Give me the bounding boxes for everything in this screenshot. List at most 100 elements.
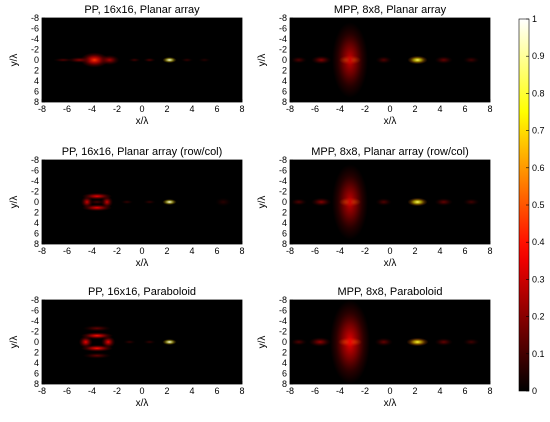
y-tick-label: -2 [279, 45, 287, 55]
intensity-spot [123, 339, 136, 345]
x-tick-label: 4 [189, 246, 194, 256]
y-tick-label: -2 [31, 187, 39, 197]
y-tick-label: 0 [34, 197, 39, 207]
y-tick-label: 2 [282, 208, 287, 218]
x-tick-label: -4 [88, 246, 96, 256]
intensity-spot [463, 56, 480, 64]
y-tick-label: -6 [279, 166, 287, 176]
intensity-spot [311, 197, 332, 207]
intensity-spot [374, 337, 393, 347]
intensity-spot [121, 199, 133, 205]
intensity-spot [143, 339, 156, 345]
y-tick-label: 6 [34, 229, 39, 239]
intensity-spot [83, 325, 111, 332]
y-tick-label: 6 [282, 87, 287, 97]
x-tick-label: -6 [63, 386, 71, 396]
y-tick-label: 4 [282, 358, 287, 368]
x-tick-label: 0 [387, 104, 392, 114]
intensity-spot [143, 199, 156, 205]
colorbar: 0 0.1 0.2 0.3 0.4 0.5 0.6 0.7 0.8 0.9 1 [518, 14, 545, 396]
intensity-spot [375, 198, 392, 206]
y-tick-label: 4 [282, 76, 287, 86]
plot-background [42, 160, 242, 244]
intensity-spot [434, 338, 453, 346]
intensity-spot [463, 338, 480, 346]
intensity-spot [128, 57, 141, 63]
y-tick-label: 6 [34, 369, 39, 379]
intensity-spot [89, 199, 105, 205]
intensity-spot [434, 198, 453, 206]
colorbar-tick-label: 1 [532, 14, 537, 24]
x-tick-label: 6 [462, 386, 467, 396]
x-tick-label: 6 [214, 246, 219, 256]
intensity-spot [78, 336, 93, 348]
x-axis-label: x/λ [136, 398, 149, 409]
x-tick-label: 2 [412, 104, 417, 114]
y-tick-label: -4 [31, 34, 39, 44]
panel-title: MPP, 8x8, Paraboloid [338, 286, 443, 298]
y-tick-label: 0 [282, 337, 287, 347]
y-tick-label: -8 [279, 155, 287, 165]
x-tick-label: 4 [437, 386, 442, 396]
intensity-spot [375, 56, 392, 64]
x-tick-label: 2 [164, 246, 169, 256]
x-tick-label: -2 [113, 386, 121, 396]
intensity-spot [332, 164, 368, 240]
colorbar-tick-label: 0.4 [532, 237, 545, 247]
x-tick-label: 8 [239, 246, 244, 256]
y-tick-label: -6 [31, 166, 39, 176]
x-tick-label: 6 [214, 104, 219, 114]
intensity-spot [143, 57, 156, 63]
x-tick-label: 4 [437, 246, 442, 256]
colorbar-tick-label: 0.6 [532, 163, 545, 173]
y-tick-label: 8 [282, 379, 287, 389]
y-tick-label: 2 [34, 348, 39, 358]
colorbar-tick-label: 0.9 [532, 51, 545, 61]
y-tick-label: 2 [34, 66, 39, 76]
x-tick-label: 2 [164, 104, 169, 114]
x-tick-label: -2 [361, 386, 369, 396]
x-tick-label: -6 [63, 246, 71, 256]
panel-title: MPP, 8x8, Planar array [334, 4, 447, 16]
y-tick-label: 6 [34, 87, 39, 97]
x-tick-label: 4 [189, 386, 194, 396]
intensity-spot [215, 197, 232, 207]
intensity-spot [290, 198, 307, 206]
x-tick-label: -4 [336, 246, 344, 256]
y-tick-label: -6 [31, 24, 39, 34]
y-tick-label: 0 [34, 337, 39, 347]
x-tick-label: -6 [311, 104, 319, 114]
intensity-spot [162, 57, 177, 63]
y-tick-label: -2 [31, 327, 39, 337]
intensity-spot [67, 57, 92, 63]
colorbar-tick-label: 0.3 [532, 274, 545, 284]
x-tick-label: -2 [113, 104, 121, 114]
x-tick-label: 2 [412, 246, 417, 256]
y-tick-label: 6 [282, 229, 287, 239]
intensity-spot [81, 196, 93, 208]
x-tick-label: 0 [387, 386, 392, 396]
y-tick-label: -8 [279, 295, 287, 305]
intensity-spot [463, 198, 480, 206]
y-tick-label: 8 [282, 239, 287, 249]
y-tick-label: -8 [31, 13, 39, 23]
intensity-spot [53, 57, 74, 63]
y-tick-label: 0 [34, 55, 39, 65]
x-tick-label: -4 [88, 386, 96, 396]
intensity-spot [99, 54, 120, 66]
intensity-spot [290, 56, 307, 64]
heatmap-panel: MPP, 8x8, Planar array-8 -6 -4 -2 0 2 4 6 8-8-6-… [257, 4, 493, 127]
y-tick-label: -4 [279, 176, 287, 186]
y-tick-label: -8 [31, 155, 39, 165]
intensity-spot [407, 55, 428, 65]
y-tick-label: 4 [34, 76, 39, 86]
y-axis-label: y/λ [257, 54, 268, 67]
intensity-spot [406, 337, 429, 347]
heatmap-panel: MPP, 8x8, Paraboloid-8 -6 -4 -2 0 2 4 6 8-8-6-4-… [257, 286, 493, 409]
colorbar-tick-label: 0.2 [532, 312, 545, 322]
intensity-spot [198, 57, 211, 63]
y-tick-label: -8 [279, 13, 287, 23]
x-axis-label: x/λ [384, 258, 397, 269]
intensity-spot [309, 337, 331, 347]
